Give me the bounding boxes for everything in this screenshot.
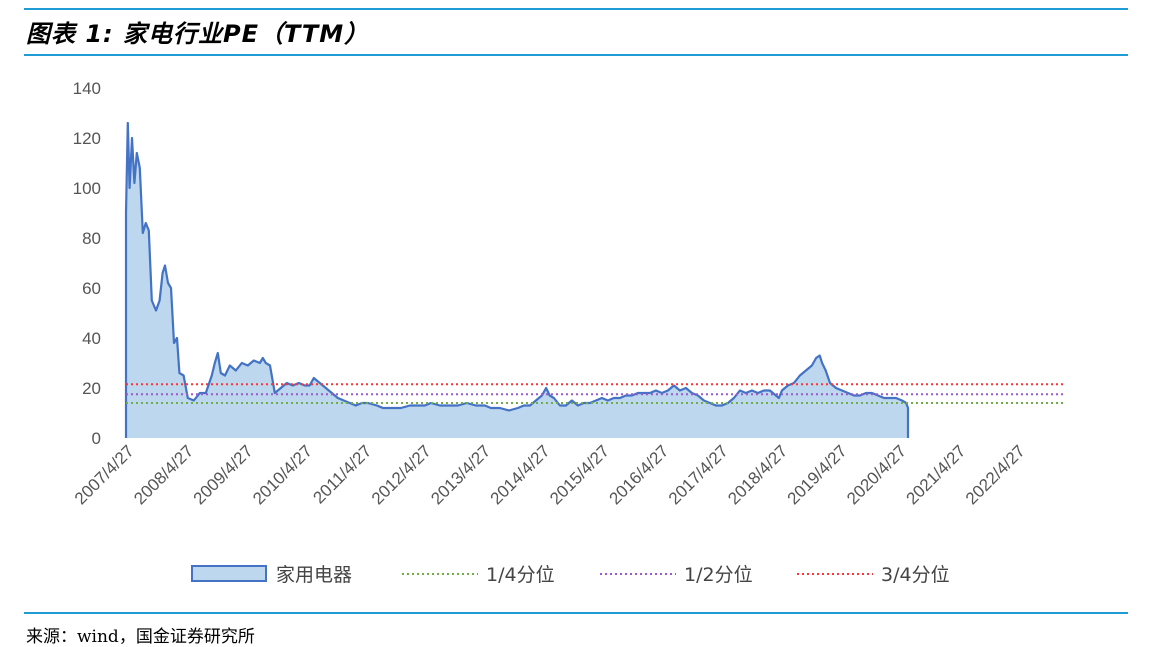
- x-tick-label: 2019/4/27: [784, 441, 851, 508]
- pe-chart: 0 20 40 60 80 100 120 140 2007/4/272008/4/27200…: [71, 79, 1064, 586]
- legend-label: 1/4分位: [486, 564, 555, 586]
- x-tick-label: 2021/4/27: [903, 441, 970, 508]
- legend-label: 1/2分位: [684, 564, 753, 586]
- series-line-家用电器: [124, 121, 910, 438]
- x-tick-label: 2016/4/27: [606, 441, 673, 508]
- y-tick-label: 40: [82, 329, 101, 348]
- x-tick-label: 2012/4/27: [368, 441, 435, 508]
- y-tick-label: 120: [73, 129, 101, 148]
- x-tick-label: 2022/4/27: [962, 441, 1029, 508]
- x-tick-label: 2017/4/27: [665, 441, 732, 508]
- x-tick-label: 2020/4/27: [843, 441, 910, 508]
- figure-title: 图表 1: 家电行业PE（TTM）: [26, 20, 370, 48]
- y-tick-label: 100: [73, 179, 101, 198]
- y-tick-label: 0: [92, 429, 101, 448]
- title-underline: [24, 54, 1128, 56]
- y-tick-label: 60: [82, 279, 101, 298]
- x-tick-label: 2007/4/27: [71, 441, 138, 508]
- x-tick-label: 2008/4/27: [130, 441, 197, 508]
- x-axis-ticks: 2007/4/272008/4/272009/4/272010/4/272011…: [71, 441, 1029, 508]
- x-tick-label: 2011/4/27: [309, 441, 375, 507]
- x-tick-label: 2010/4/27: [249, 441, 316, 508]
- top-rule: [24, 8, 1128, 10]
- y-tick-label: 80: [82, 229, 101, 248]
- y-tick-label: 20: [82, 379, 101, 398]
- x-tick-label: 2018/4/27: [724, 441, 791, 508]
- series-area-家用电器: [126, 123, 908, 438]
- x-tick-label: 2013/4/27: [427, 441, 494, 508]
- x-tick-label: 2009/4/27: [190, 441, 257, 508]
- bottom-rule: [24, 612, 1128, 614]
- legend-label: 家用电器: [276, 564, 352, 586]
- legend-swatch-家用电器: [191, 565, 267, 582]
- x-tick-label: 2015/4/27: [546, 441, 613, 508]
- source-note: 来源：wind，国金证券研究所: [26, 627, 255, 647]
- plot-area: [124, 121, 1064, 438]
- y-axis-ticks: 0 20 40 60 80 100 120 140: [73, 79, 101, 448]
- legend-label: 3/4分位: [881, 564, 950, 586]
- legend: 家用电器 1/4分位 1/2分位 3/4分位: [191, 564, 950, 586]
- x-tick-label: 2014/4/27: [487, 441, 554, 508]
- y-tick-label: 140: [73, 79, 101, 98]
